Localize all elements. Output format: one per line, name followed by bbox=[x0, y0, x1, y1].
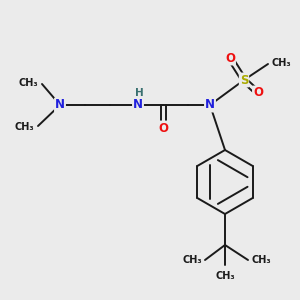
Text: O: O bbox=[158, 122, 168, 134]
Text: CH₃: CH₃ bbox=[182, 255, 202, 265]
Text: O: O bbox=[225, 52, 235, 64]
Text: N: N bbox=[205, 98, 215, 112]
Text: CH₃: CH₃ bbox=[251, 255, 271, 265]
Text: N: N bbox=[133, 98, 143, 112]
Text: N: N bbox=[55, 98, 65, 112]
Text: CH₃: CH₃ bbox=[272, 58, 292, 68]
Text: CH₃: CH₃ bbox=[18, 78, 38, 88]
Text: O: O bbox=[253, 86, 263, 100]
Text: CH₃: CH₃ bbox=[14, 122, 34, 132]
Text: H: H bbox=[135, 88, 143, 98]
Text: CH₃: CH₃ bbox=[215, 271, 235, 281]
Text: S: S bbox=[240, 74, 248, 86]
